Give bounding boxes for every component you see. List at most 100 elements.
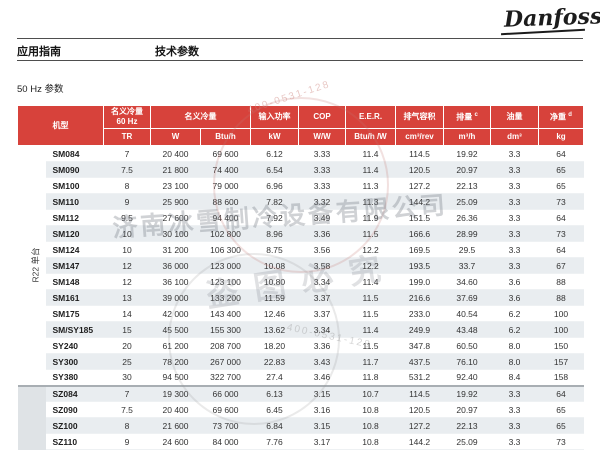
value-cell: 150 xyxy=(538,337,584,354)
value-cell: 10 xyxy=(103,225,151,242)
table-row: SM120 10 30 100 102 800 8.96 3.36 11.5 166.6 28.… xyxy=(18,225,584,242)
value-cell: 36 000 xyxy=(150,257,201,274)
value-cell: 73 xyxy=(538,433,584,450)
col-header-cooling-60hz: 名义冷量 60 Hz xyxy=(103,105,151,129)
value-cell: 11.3 xyxy=(345,177,396,194)
unit-btuh: Btu/h xyxy=(200,128,251,146)
spec-table: 机型 名义冷量 60 Hz 名义冷量 输入功率 COP E.E.R. 排气容积 … xyxy=(17,105,584,450)
value-cell: 22.83 xyxy=(250,353,299,370)
value-cell: 94 500 xyxy=(150,369,201,386)
value-cell: 25.09 xyxy=(443,433,491,450)
value-cell: 6.54 xyxy=(250,161,299,178)
value-cell: 3.36 xyxy=(298,337,346,354)
value-cell: 11.3 xyxy=(345,193,396,210)
value-cell: 21 800 xyxy=(150,161,201,178)
value-cell: 20.97 xyxy=(443,401,491,418)
value-cell: 3.58 xyxy=(298,257,346,274)
value-cell: 11.4 xyxy=(345,321,396,338)
value-cell: 3.3 xyxy=(490,417,539,434)
doc-section-label: 应用指南 xyxy=(17,46,61,58)
value-cell: 120.5 xyxy=(395,161,444,178)
value-cell: 20 400 xyxy=(150,401,201,418)
value-cell: 7.5 xyxy=(103,161,151,178)
value-cell: 65 xyxy=(538,177,584,194)
table-row: SZ100 8 21 600 73 700 6.84 3.15 10.8 127.2 22.13… xyxy=(18,417,584,434)
value-cell: 19.92 xyxy=(443,384,491,402)
value-cell: 8.96 xyxy=(250,225,299,242)
value-cell: 151.5 xyxy=(395,209,444,226)
value-cell: 193.5 xyxy=(395,257,444,274)
value-cell: 531.2 xyxy=(395,369,444,386)
value-cell: 3.3 xyxy=(490,241,539,258)
value-cell: 114.5 xyxy=(395,384,444,402)
header-rule-top xyxy=(17,38,583,39)
model-cell: SM100 xyxy=(45,177,104,194)
value-cell: 3.3 xyxy=(490,401,539,418)
value-cell: 94 400 xyxy=(200,209,251,226)
value-cell: 25 xyxy=(103,353,151,370)
value-cell: 9 xyxy=(103,193,151,210)
value-cell: 8.4 xyxy=(490,369,539,386)
value-cell: 10.7 xyxy=(345,384,396,402)
header-rule-bottom xyxy=(17,60,583,61)
value-cell: 120.5 xyxy=(395,401,444,418)
value-cell: 12.46 xyxy=(250,305,299,322)
value-cell: 8.0 xyxy=(490,353,539,370)
value-cell: 7.92 xyxy=(250,209,299,226)
value-cell: 3.3 xyxy=(490,257,539,274)
value-cell: 3.37 xyxy=(298,305,346,322)
value-cell: 11.8 xyxy=(345,369,396,386)
model-cell: SZ110 xyxy=(45,433,104,450)
model-cell: SY240 xyxy=(45,337,104,354)
value-cell: 65 xyxy=(538,161,584,178)
value-cell: 40.54 xyxy=(443,305,491,322)
value-cell: 3.33 xyxy=(298,161,346,178)
col-header-cop: COP xyxy=(298,105,346,129)
value-cell: 73 xyxy=(538,225,584,242)
value-cell: 166.6 xyxy=(395,225,444,242)
value-cell: 6.84 xyxy=(250,417,299,434)
value-cell: 12 xyxy=(103,257,151,274)
value-cell: 11.4 xyxy=(345,273,396,290)
value-cell: 65 xyxy=(538,401,584,418)
value-cell: 10.8 xyxy=(345,433,396,450)
value-cell: 143 400 xyxy=(200,305,251,322)
value-cell: 11.5 xyxy=(345,225,396,242)
value-cell: 22.13 xyxy=(443,177,491,194)
model-cell: SM110 xyxy=(45,193,104,210)
value-cell: 106 300 xyxy=(200,241,251,258)
model-cell: SM084 xyxy=(45,145,104,162)
value-cell: 23 100 xyxy=(150,177,201,194)
table-row: SM/SY185 15 45 500 155 300 13.62 3.34 11.4 249.… xyxy=(18,321,584,338)
value-cell: 7 xyxy=(103,145,151,162)
unit-kw: kW xyxy=(250,128,299,146)
col-header-model: 机型 xyxy=(17,105,104,146)
value-cell: 3.33 xyxy=(298,145,346,162)
refrigerant-group-cell: R22 单台 xyxy=(17,145,46,386)
value-cell: 127.2 xyxy=(395,417,444,434)
model-cell: SM124 xyxy=(45,241,104,258)
value-cell: 3.16 xyxy=(298,401,346,418)
spec-table-body: R22 单台 SM084 7 20 400 69 600 6.12 3.33 11.4 114.… xyxy=(17,145,584,450)
value-cell: 3.3 xyxy=(490,177,539,194)
model-cell: SY300 xyxy=(45,353,104,370)
value-cell: 30 100 xyxy=(150,225,201,242)
unit-tr: TR xyxy=(103,128,151,146)
value-cell: 19.92 xyxy=(443,145,491,162)
value-cell: 14 xyxy=(103,305,151,322)
value-cell: 88 xyxy=(538,273,584,290)
unit-cm3rev: cm³/rev xyxy=(395,128,444,146)
value-cell: 15 xyxy=(103,321,151,338)
value-cell: 9.5 xyxy=(103,209,151,226)
value-cell: 6.45 xyxy=(250,401,299,418)
value-cell: 123 000 xyxy=(200,257,251,274)
unit-kg: kg xyxy=(538,128,584,146)
value-cell: 92.40 xyxy=(443,369,491,386)
value-cell: 79 000 xyxy=(200,177,251,194)
value-cell: 11.4 xyxy=(345,161,396,178)
col-header-cooling: 名义冷量 xyxy=(150,105,251,129)
model-cell: SM120 xyxy=(45,225,104,242)
table-row: SY240 20 61 200 208 700 18.20 3.36 11.5 347.8 60… xyxy=(18,337,584,354)
value-cell: 437.5 xyxy=(395,353,444,370)
